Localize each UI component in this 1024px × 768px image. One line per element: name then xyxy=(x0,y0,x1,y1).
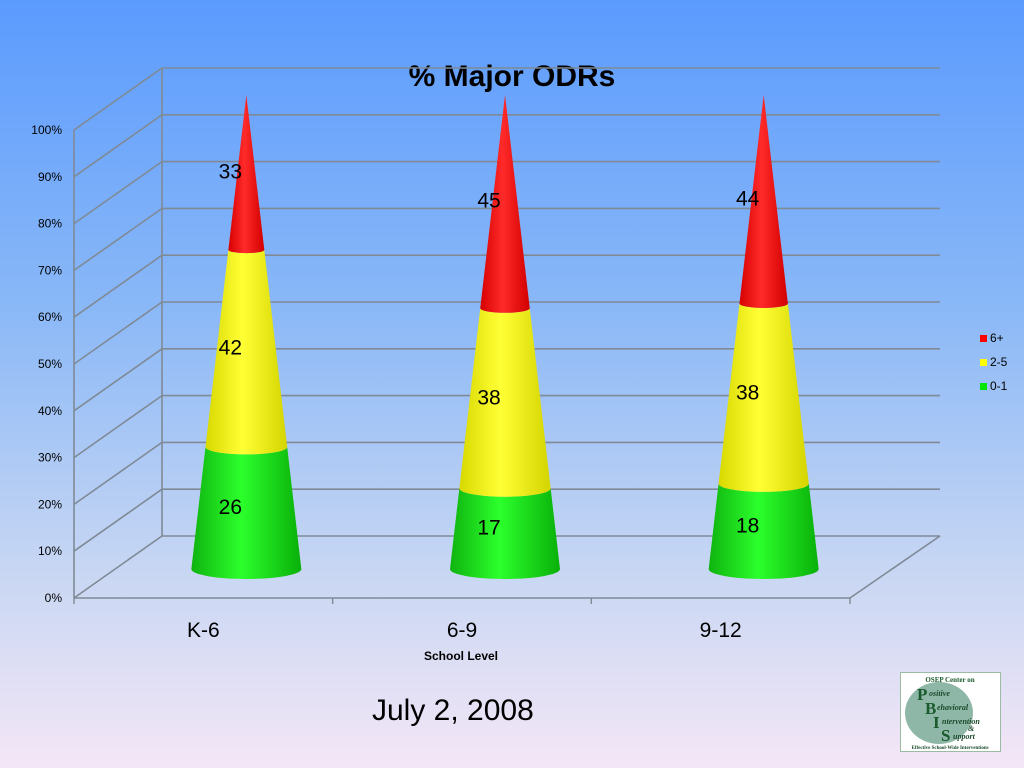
side-gridline xyxy=(73,254,163,318)
logo-ampersand: & xyxy=(968,724,975,733)
logo-word-positive: ositive xyxy=(929,689,950,698)
y-tick-label: 50% xyxy=(38,357,62,371)
x-tick-label: 6-9 xyxy=(447,619,477,642)
side-gridline xyxy=(73,488,163,552)
logo-letter-p: P xyxy=(917,685,927,704)
data-label: 42 xyxy=(219,336,242,359)
legend-label: 2-5 xyxy=(990,355,1008,369)
y-tick-label: 40% xyxy=(38,404,62,418)
data-label: 44 xyxy=(736,187,760,210)
chart-title: % Major ODRs xyxy=(409,60,616,93)
cone-K-6 xyxy=(191,95,302,580)
cone-segment-2-5 xyxy=(205,249,288,455)
x-tick-label: 9-12 xyxy=(700,619,742,642)
side-gridline xyxy=(73,67,163,131)
cone-9-12 xyxy=(708,95,819,579)
y-tick-label: 80% xyxy=(38,217,62,231)
chart-walls xyxy=(73,67,941,599)
side-gridline xyxy=(73,441,163,506)
data-labels: 26 42 33 17 38 45 18 38 44 xyxy=(219,160,760,539)
cone-segment-6+ xyxy=(739,95,788,308)
date-text: July 2, 2008 xyxy=(372,694,534,727)
y-tick-label: 20% xyxy=(38,497,62,511)
cone-segment-2-5 xyxy=(459,308,551,497)
legend-swatch xyxy=(980,359,987,366)
legend-label: 0-1 xyxy=(990,379,1008,393)
x-tick-label: K-6 xyxy=(187,619,220,642)
side-gridline xyxy=(73,535,163,599)
logo-word-behavioral: ehavioral xyxy=(937,703,969,712)
logo-letter-i: I xyxy=(933,713,940,732)
y-tick-label: 90% xyxy=(38,170,62,184)
data-label: 33 xyxy=(219,160,242,183)
y-tick-label: 10% xyxy=(38,544,62,558)
x-axis-title: School Level xyxy=(424,649,498,663)
side-gridline xyxy=(73,394,163,459)
legend-swatch xyxy=(980,335,987,342)
y-tick-label: 60% xyxy=(38,310,62,324)
side-gridline xyxy=(73,348,163,412)
legend: 6+ 2-5 0-1 xyxy=(980,331,1008,393)
floor-right-edge xyxy=(849,535,941,599)
logo-circle xyxy=(905,682,973,744)
y-tick-label: 0% xyxy=(45,591,63,605)
data-label: 38 xyxy=(477,386,500,409)
cone-6-9 xyxy=(450,95,560,579)
side-gridline xyxy=(73,207,163,272)
data-label: 17 xyxy=(477,517,500,540)
logo-word-support: upport xyxy=(953,732,976,741)
cone-segment-6+ xyxy=(228,95,265,254)
data-label: 45 xyxy=(477,190,500,213)
cone-segment-0-1 xyxy=(450,488,560,579)
side-gridline xyxy=(73,160,163,225)
side-gridline xyxy=(73,301,163,365)
logo-tagline: Effective School-Wide Interventions xyxy=(911,746,988,751)
cone-segment-0-1 xyxy=(708,483,819,579)
logo-header: OSEP Center on xyxy=(925,676,974,684)
logo-letter-b: B xyxy=(925,699,936,718)
y-tick-label: 100% xyxy=(31,123,62,137)
y-axis: 0% 10% 20% 30% 40% 50% 60% 70% 80% 90% 100% xyxy=(31,123,62,605)
side-gridline xyxy=(73,114,163,178)
data-label: 26 xyxy=(219,496,242,519)
cone-series xyxy=(191,95,819,580)
data-label: 18 xyxy=(736,514,759,537)
data-label: 38 xyxy=(736,382,759,405)
legend-swatch xyxy=(980,383,987,390)
y-tick-label: 70% xyxy=(38,263,62,277)
cone-segment-6+ xyxy=(480,95,530,313)
cone-segment-2-5 xyxy=(718,303,809,492)
pbis-logo: OSEP Center on P ositive B ehavioral I n… xyxy=(900,672,1001,752)
logo-letter-s: S xyxy=(941,726,950,745)
y-tick-label: 30% xyxy=(38,451,62,465)
cone-segment-0-1 xyxy=(191,446,302,580)
legend-label: 6+ xyxy=(990,331,1004,345)
logo-word-intervention: ntervention xyxy=(942,717,980,726)
x-axis: K-6 6-9 9-12 xyxy=(73,598,851,642)
